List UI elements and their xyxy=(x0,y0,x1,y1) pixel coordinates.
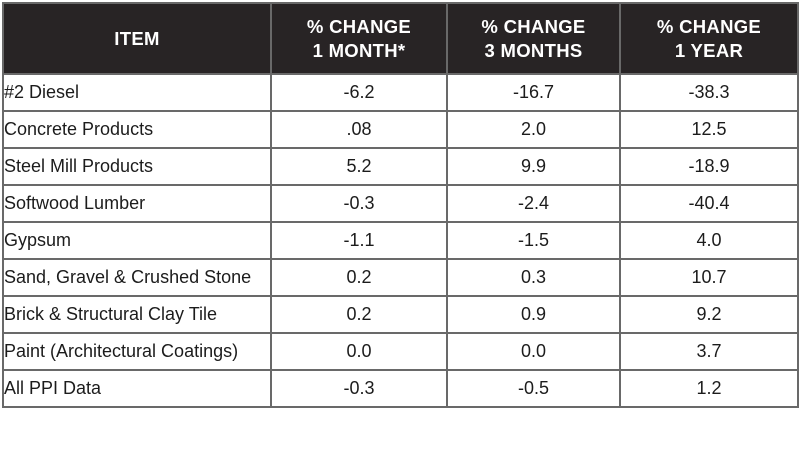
header-line: % CHANGE xyxy=(481,16,586,38)
header-cell-item: ITEM xyxy=(2,2,272,75)
cell-1-month: .08 xyxy=(270,110,448,149)
cell-item: Brick & Structural Clay Tile xyxy=(2,295,272,334)
cell-item: Sand, Gravel & Crushed Stone xyxy=(2,258,272,297)
table-header: ITEM % CHANGE 1 MONTH* % CHANGE 3 MONTHS… xyxy=(2,2,799,75)
header-cell-1-year: % CHANGE 1 YEAR xyxy=(619,2,799,75)
cell-1-month: -0.3 xyxy=(270,184,448,223)
cell-1-year: 1.2 xyxy=(619,369,799,408)
ppi-change-table-container: ITEM % CHANGE 1 MONTH* % CHANGE 3 MONTHS… xyxy=(2,2,799,408)
header-cell-3-months: % CHANGE 3 MONTHS xyxy=(446,2,621,75)
cell-1-year: 12.5 xyxy=(619,110,799,149)
cell-1-year: 4.0 xyxy=(619,221,799,260)
table-row: Steel Mill Products 5.2 9.9 -18.9 xyxy=(2,147,799,186)
cell-1-month: -0.3 xyxy=(270,369,448,408)
cell-3-months: 0.0 xyxy=(446,332,621,371)
header-line: 1 MONTH* xyxy=(312,39,406,61)
cell-1-month: -1.1 xyxy=(270,221,448,260)
cell-1-year: 3.7 xyxy=(619,332,799,371)
header-item-label: ITEM xyxy=(114,27,160,49)
cell-3-months: 0.3 xyxy=(446,258,621,297)
table-row: Sand, Gravel & Crushed Stone 0.2 0.3 10.… xyxy=(2,258,799,297)
cell-item: Concrete Products xyxy=(2,110,272,149)
cell-3-months: 2.0 xyxy=(446,110,621,149)
cell-item: Softwood Lumber xyxy=(2,184,272,223)
cell-1-month: -6.2 xyxy=(270,73,448,112)
cell-3-months: -0.5 xyxy=(446,369,621,408)
header-cell-1-month: % CHANGE 1 MONTH* xyxy=(270,2,448,75)
table-row: #2 Diesel -6.2 -16.7 -38.3 xyxy=(2,73,799,112)
cell-1-year: -40.4 xyxy=(619,184,799,223)
table-body: #2 Diesel -6.2 -16.7 -38.3 Concrete Prod… xyxy=(2,73,799,408)
header-line: % CHANGE xyxy=(656,16,762,38)
cell-1-month: 5.2 xyxy=(270,147,448,186)
table-row: Concrete Products .08 2.0 12.5 xyxy=(2,110,799,149)
cell-1-year: -38.3 xyxy=(619,73,799,112)
cell-item: All PPI Data xyxy=(2,369,272,408)
cell-1-year: -18.9 xyxy=(619,147,799,186)
cell-3-months: -16.7 xyxy=(446,73,621,112)
cell-1-year: 10.7 xyxy=(619,258,799,297)
cell-1-year: 9.2 xyxy=(619,295,799,334)
cell-3-months: 0.9 xyxy=(446,295,621,334)
cell-item: Gypsum xyxy=(2,221,272,260)
cell-1-month: 0.2 xyxy=(270,258,448,297)
cell-3-months: -1.5 xyxy=(446,221,621,260)
table-row: Paint (Architectural Coatings) 0.0 0.0 3… xyxy=(2,332,799,371)
header-row: ITEM % CHANGE 1 MONTH* % CHANGE 3 MONTHS… xyxy=(2,2,799,75)
table-row: All PPI Data -0.3 -0.5 1.2 xyxy=(2,369,799,408)
table-row: Brick & Structural Clay Tile 0.2 0.9 9.2 xyxy=(2,295,799,334)
header-line: 1 YEAR xyxy=(674,39,744,61)
header-line: 3 MONTHS xyxy=(484,39,583,61)
cell-3-months: 9.9 xyxy=(446,147,621,186)
cell-item: Paint (Architectural Coatings) xyxy=(2,332,272,371)
header-line: % CHANGE xyxy=(306,16,412,38)
table-row: Softwood Lumber -0.3 -2.4 -40.4 xyxy=(2,184,799,223)
ppi-change-table: ITEM % CHANGE 1 MONTH* % CHANGE 3 MONTHS… xyxy=(2,2,799,408)
cell-item: #2 Diesel xyxy=(2,73,272,112)
cell-3-months: -2.4 xyxy=(446,184,621,223)
cell-1-month: 0.0 xyxy=(270,332,448,371)
cell-item: Steel Mill Products xyxy=(2,147,272,186)
cell-1-month: 0.2 xyxy=(270,295,448,334)
table-row: Gypsum -1.1 -1.5 4.0 xyxy=(2,221,799,260)
